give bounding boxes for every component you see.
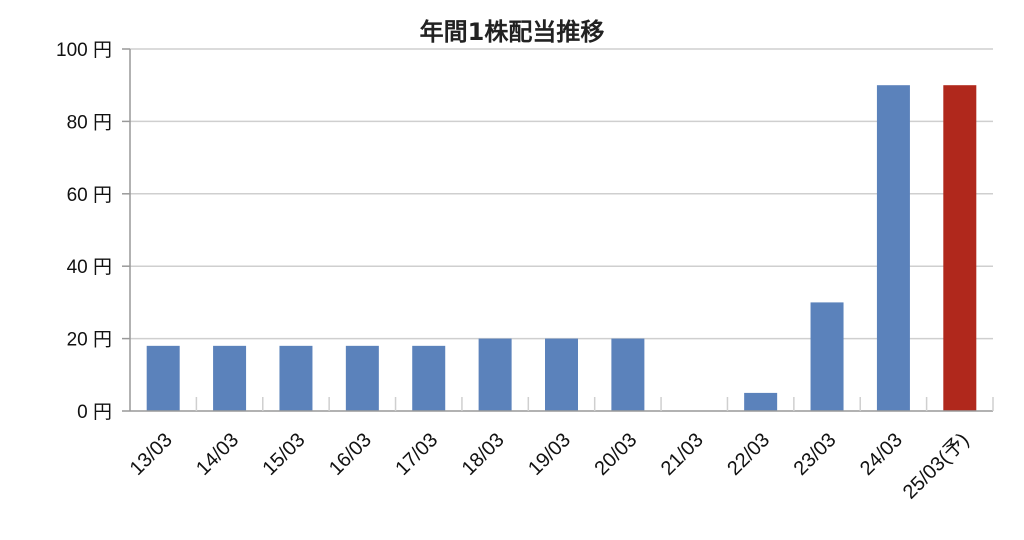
- y-tick-label: 20 円: [67, 330, 112, 351]
- y-tick-label: 0 円: [77, 402, 112, 423]
- bar-23/03: [810, 302, 844, 411]
- bar-18/03: [478, 338, 512, 411]
- bar-25/03(予): [943, 85, 977, 411]
- bar-22/03: [744, 392, 778, 411]
- x-tick-label: 23/03: [790, 429, 841, 480]
- x-tick-label: 18/03: [458, 429, 509, 480]
- bar-16/03: [345, 345, 379, 411]
- chart-title: 年間1株配当推移: [419, 18, 605, 46]
- y-tick-label: 60 円: [67, 185, 112, 206]
- y-tick-label: 40 円: [67, 257, 112, 278]
- x-tick-label: 24/03: [856, 429, 907, 480]
- x-tick-label: 13/03: [126, 429, 177, 480]
- x-tick-label: 25/03(予): [899, 429, 974, 504]
- x-tick-label: 20/03: [590, 429, 641, 480]
- bar-17/03: [412, 345, 446, 411]
- bar-14/03: [213, 345, 247, 411]
- axes: [122, 48, 994, 412]
- bar-19/03: [545, 338, 578, 411]
- x-tick-label: 17/03: [391, 429, 442, 480]
- x-tick-label: 21/03: [657, 429, 708, 480]
- bars: [146, 85, 977, 411]
- gridlines: [130, 48, 993, 340]
- tick-labels: 0 円 20 円 40 円 60 円 80 円 100 円 13/03 14/03 15/03 1…: [56, 40, 973, 503]
- bar-20/03: [611, 338, 645, 411]
- x-tick-label: 19/03: [524, 429, 575, 480]
- y-tick-label: 80 円: [67, 112, 112, 133]
- x-tick-label: 16/03: [325, 429, 376, 480]
- x-tick-label: 14/03: [192, 429, 243, 480]
- bar-13/03: [146, 345, 180, 411]
- y-tick-label: 100 円: [56, 40, 112, 61]
- bar-15/03: [279, 345, 313, 411]
- bar-24/03: [876, 85, 910, 411]
- x-tick-label: 22/03: [723, 429, 774, 480]
- x-tick-label: 15/03: [259, 429, 310, 480]
